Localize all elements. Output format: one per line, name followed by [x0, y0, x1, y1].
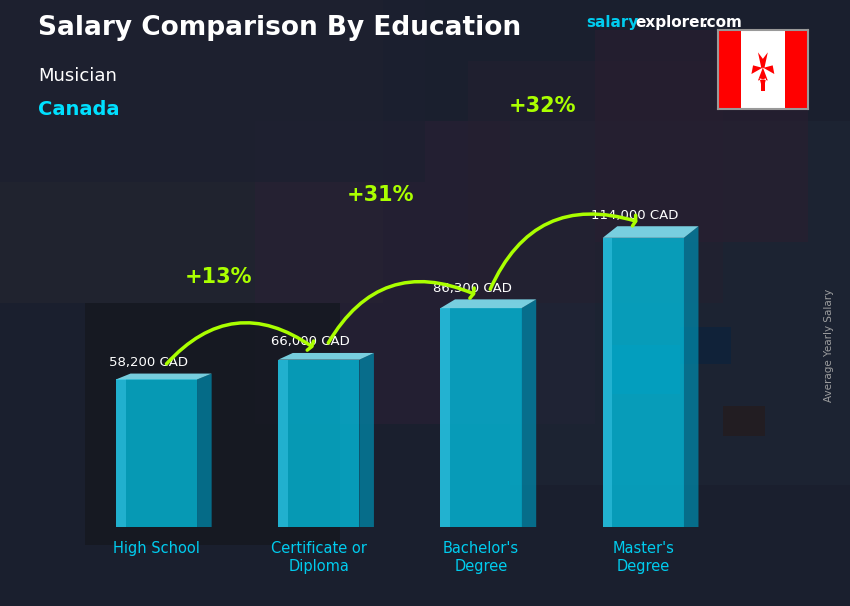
Polygon shape	[751, 52, 774, 92]
Bar	[116, 379, 197, 527]
Text: 66,000 CAD: 66,000 CAD	[271, 335, 350, 348]
Bar	[722, 406, 765, 436]
Polygon shape	[197, 373, 212, 527]
Bar	[278, 360, 360, 527]
Polygon shape	[684, 226, 699, 527]
Polygon shape	[360, 353, 374, 527]
Bar	[603, 238, 684, 527]
Text: Canada: Canada	[38, 100, 120, 119]
Bar	[278, 360, 288, 527]
Text: Musician: Musician	[38, 67, 117, 85]
Polygon shape	[522, 299, 536, 527]
Bar	[116, 379, 126, 527]
Bar	[468, 61, 722, 303]
Bar	[440, 308, 450, 527]
Bar	[255, 121, 595, 424]
Text: Salary Comparison By Education: Salary Comparison By Education	[38, 15, 521, 41]
Polygon shape	[116, 373, 212, 379]
Bar	[595, 30, 808, 242]
Polygon shape	[440, 299, 536, 308]
Text: +31%: +31%	[347, 185, 414, 205]
Text: salary: salary	[586, 15, 639, 30]
Text: Average Yearly Salary: Average Yearly Salary	[824, 289, 834, 402]
Polygon shape	[603, 226, 699, 238]
Bar	[85, 303, 340, 545]
Text: +13%: +13%	[184, 267, 252, 287]
Bar	[603, 238, 613, 527]
Bar	[680, 327, 731, 364]
Text: .com: .com	[701, 15, 742, 30]
Text: 58,200 CAD: 58,200 CAD	[109, 356, 188, 369]
Bar	[510, 121, 850, 485]
Bar	[0, 0, 425, 182]
Bar	[785, 30, 808, 109]
Bar	[718, 30, 740, 109]
Polygon shape	[278, 353, 374, 360]
Text: +32%: +32%	[509, 96, 576, 116]
Text: 86,300 CAD: 86,300 CAD	[434, 282, 513, 295]
Bar	[440, 308, 522, 527]
Bar	[0, 0, 382, 303]
Text: explorer: explorer	[636, 15, 708, 30]
Bar	[612, 345, 680, 394]
Text: 114,000 CAD: 114,000 CAD	[592, 208, 679, 222]
Bar	[761, 84, 765, 92]
